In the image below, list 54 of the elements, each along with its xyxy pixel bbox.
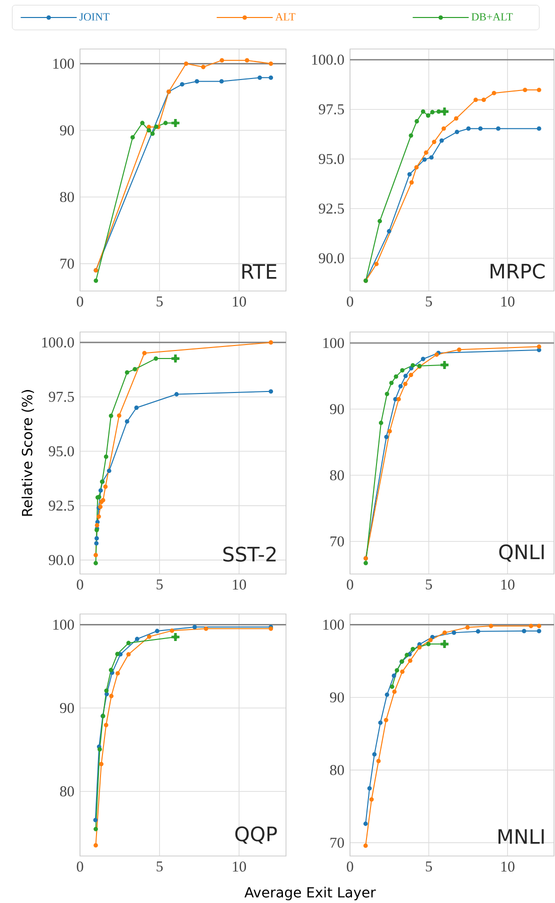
y-tick-label: 100 xyxy=(323,620,344,630)
text: MNLI xyxy=(498,829,544,844)
y-tick-label: 90 xyxy=(330,692,344,702)
x-tick-label: 0 xyxy=(76,580,84,590)
x-tick-label: 0 xyxy=(76,296,84,307)
text: DB+ALT xyxy=(472,13,513,20)
y-tick-label: 80 xyxy=(330,764,344,776)
x-tick-label: 0 xyxy=(76,862,84,872)
x-tick-label: 5 xyxy=(156,862,163,872)
y-tick-label: 97.5 xyxy=(318,104,344,114)
y-tick-label: 90 xyxy=(330,404,344,414)
x-axis-title: Average Exit Layer xyxy=(244,886,376,900)
x-tick-label: 5 xyxy=(426,296,432,306)
y-axis-title: Relative Score (%) xyxy=(22,390,34,516)
text: ALT xyxy=(275,13,296,20)
text: QNLI xyxy=(499,544,544,562)
x-tick-label: 5 xyxy=(156,296,163,306)
x-tick-label: 0 xyxy=(346,862,354,872)
text: MRPC xyxy=(490,264,545,279)
x-tick-label: 5 xyxy=(426,862,432,872)
y-tick-label: 80 xyxy=(330,470,344,480)
x-tick-label: 5 xyxy=(426,580,432,590)
x-tick-label: 10 xyxy=(232,296,246,307)
y-tick-label: 80 xyxy=(60,786,74,796)
x-tick-label: 0 xyxy=(346,296,354,307)
y-tick-label: 92.5 xyxy=(318,204,344,214)
y-tick-label: 90 xyxy=(60,125,74,136)
x-tick-label: 10 xyxy=(232,862,246,872)
text: JOINT xyxy=(79,13,110,21)
y-tick-label: 95.0 xyxy=(48,446,74,456)
x-tick-label: 0 xyxy=(346,580,354,590)
x-tick-label: 10 xyxy=(232,580,246,590)
y-tick-label: 90 xyxy=(60,702,74,714)
y-tick-label: 90.0 xyxy=(48,555,74,566)
y-tick-label: 80 xyxy=(60,192,74,202)
text: RTE xyxy=(242,264,276,279)
y-tick-label: 70 xyxy=(330,536,344,546)
x-tick-label: 10 xyxy=(501,296,514,307)
y-tick-label: 70 xyxy=(60,258,74,269)
y-tick-label: 70 xyxy=(330,838,344,848)
y-tick-label: 100.0 xyxy=(42,337,74,348)
y-tick-label: 90.0 xyxy=(318,253,344,264)
x-tick-label: 10 xyxy=(501,862,514,872)
y-tick-label: 92.5 xyxy=(48,500,74,511)
y-tick-label: 95.0 xyxy=(318,154,344,164)
y-tick-label: 100 xyxy=(53,58,74,69)
x-tick-label: 10 xyxy=(501,580,514,590)
y-tick-label: 100.0 xyxy=(312,54,344,65)
text: SST-2 xyxy=(223,546,276,562)
y-tick-label: 97.5 xyxy=(48,392,74,402)
x-tick-label: 5 xyxy=(156,580,163,590)
y-tick-label: 100 xyxy=(323,338,344,348)
text: QQP xyxy=(235,826,277,844)
y-tick-label: 100 xyxy=(53,620,74,630)
